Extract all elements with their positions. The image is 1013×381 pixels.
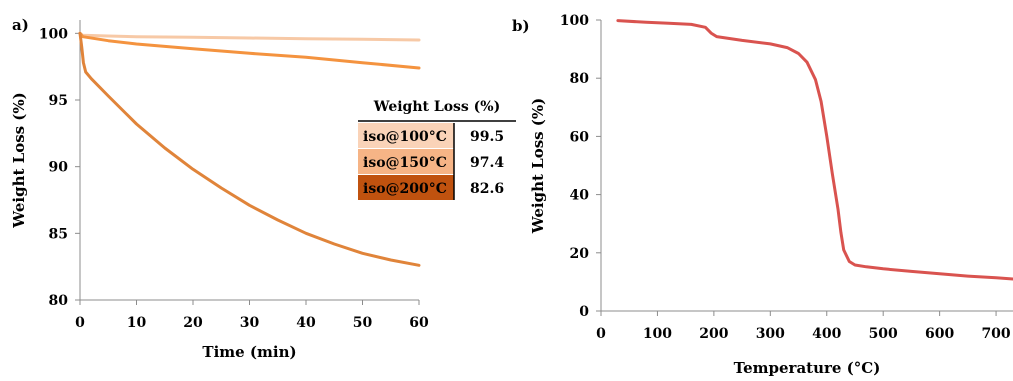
panel-label-1: b) <box>512 17 530 35</box>
series-line-1-0 <box>616 19 1013 281</box>
y-tick-label-1: 0 <box>579 304 589 320</box>
x-tick-label-1: 200 <box>699 326 728 342</box>
x-axis-title-0: Time (min) <box>202 343 296 361</box>
x-tick-label-0: 60 <box>409 315 429 331</box>
table-row-label-1: iso@150°C <box>363 155 447 171</box>
panel-a-chart: a) 80 85 90 95 100 0 10 20 30 40 50 60 Time (min) Weig… <box>10 16 516 361</box>
x-tick-label-1: 700 <box>981 326 1010 342</box>
x-tick-label-1: 500 <box>869 326 898 342</box>
panel-b-chart: b) 0 20 40 60 80 100 0 100 200 300 400 500 600 700 Temp… <box>512 13 1013 377</box>
table-row-value-0: 99.5 <box>470 129 504 145</box>
x-tick-label-0: 10 <box>127 315 147 331</box>
table-header: Weight Loss (%) <box>373 99 501 115</box>
y-tick-label-1: 80 <box>570 71 590 87</box>
x-tick-label-0: 30 <box>240 315 260 331</box>
series-line-0-0 <box>78 31 421 42</box>
table-row-fill-2 <box>358 175 454 200</box>
y-tick-label-1: 100 <box>560 13 589 29</box>
table-row-value-1: 97.4 <box>470 155 504 171</box>
series-line-0-1 <box>78 31 421 70</box>
y-tick-label-0: 100 <box>39 26 68 42</box>
x-tick-label-0: 20 <box>183 315 203 331</box>
y-tick-label-0: 85 <box>49 226 68 242</box>
y-axis-title-1: Weight Loss (%) <box>529 98 547 235</box>
x-tick-label-1: 400 <box>812 326 841 342</box>
y-tick-label-0: 90 <box>49 160 69 176</box>
y-axis-title-0: Weight Loss (%) <box>10 92 28 229</box>
y-tick-label-1: 40 <box>570 188 590 204</box>
table-row-fill-1 <box>358 149 454 174</box>
y-tick-label-0: 95 <box>49 93 68 109</box>
x-tick-label-1: 600 <box>925 326 954 342</box>
x-tick-label-0: 40 <box>296 315 316 331</box>
table-row-fill-0 <box>358 123 454 148</box>
y-tick-label-0: 80 <box>49 293 69 309</box>
table-row-value-2: 82.6 <box>470 181 504 197</box>
x-tick-label-1: 100 <box>643 326 672 342</box>
panel-label-0: a) <box>12 16 29 34</box>
series-line-0-2 <box>78 31 421 267</box>
x-tick-label-0: 0 <box>75 315 85 331</box>
x-axis-title-1: Temperature (°C) <box>734 359 881 377</box>
x-tick-label-1: 0 <box>596 326 606 342</box>
table-row-label-2: iso@200°C <box>363 181 447 197</box>
y-tick-label-1: 60 <box>570 129 590 145</box>
x-tick-label-1: 300 <box>756 326 785 342</box>
table-row-label-0: iso@100°C <box>363 129 447 145</box>
y-tick-label-1: 20 <box>570 246 590 262</box>
x-tick-label-0: 50 <box>353 315 373 331</box>
